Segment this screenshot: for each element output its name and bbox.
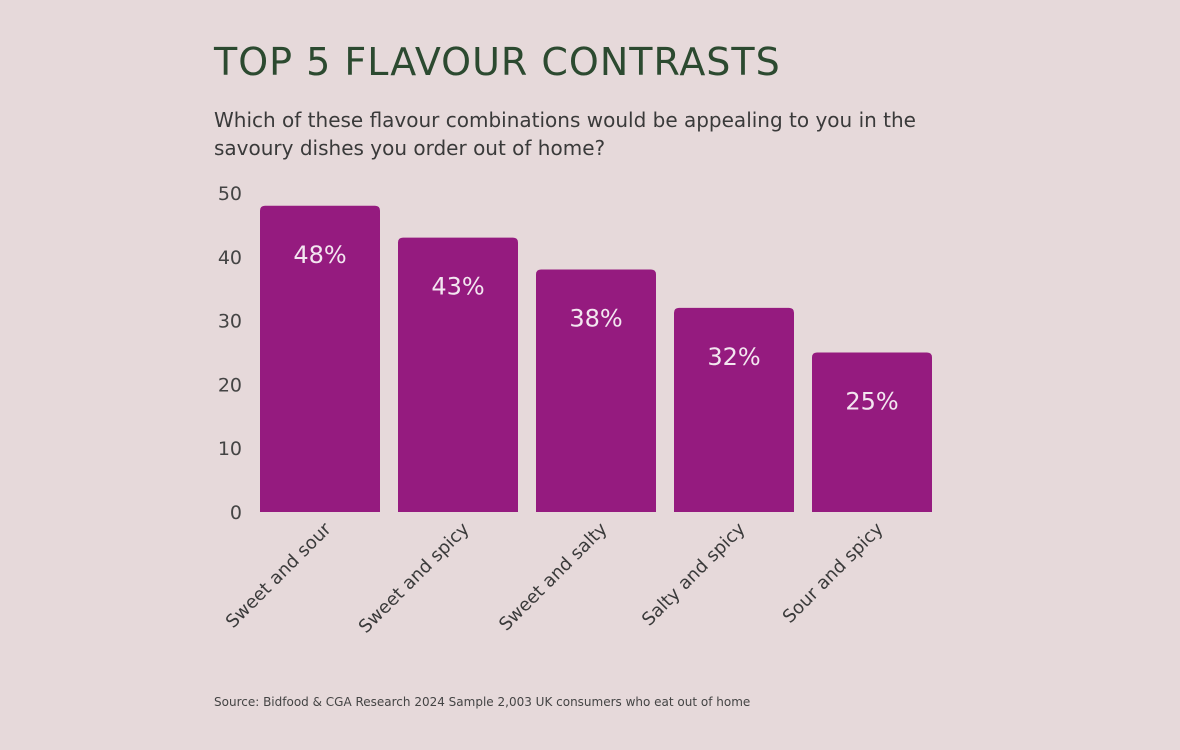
x-tick-label: Sweet and salty: [495, 518, 612, 635]
data-label: 25%: [845, 388, 898, 416]
bar: [674, 307, 794, 512]
y-tick-label: 10: [218, 438, 242, 460]
x-tick-label: Sour and spicy: [779, 518, 888, 627]
bar: [398, 237, 518, 512]
y-tick-label: 30: [218, 311, 242, 333]
source-note: Source: Bidfood & CGA Research 2024 Samp…: [214, 695, 751, 709]
data-label: 48%: [293, 241, 346, 269]
bar: [260, 205, 380, 512]
y-tick-label: 50: [218, 183, 242, 205]
x-tick-label: Sweet and sour: [222, 518, 336, 632]
y-tick-label: 40: [218, 247, 242, 269]
y-tick-label: 0: [230, 502, 242, 524]
x-tick-label: Sweet and spicy: [355, 518, 474, 637]
x-tick-label: Salty and spicy: [638, 518, 750, 630]
data-label: 32%: [707, 343, 760, 371]
data-label: 38%: [569, 305, 622, 333]
bar: [536, 269, 656, 512]
data-label: 43%: [431, 273, 484, 301]
chart-title: TOP 5 FLAVOUR CONTRASTS: [214, 40, 781, 84]
y-tick-label: 20: [218, 374, 242, 396]
chart-subtitle: Which of these flavour combinations woul…: [214, 108, 916, 160]
bar: [812, 352, 932, 512]
